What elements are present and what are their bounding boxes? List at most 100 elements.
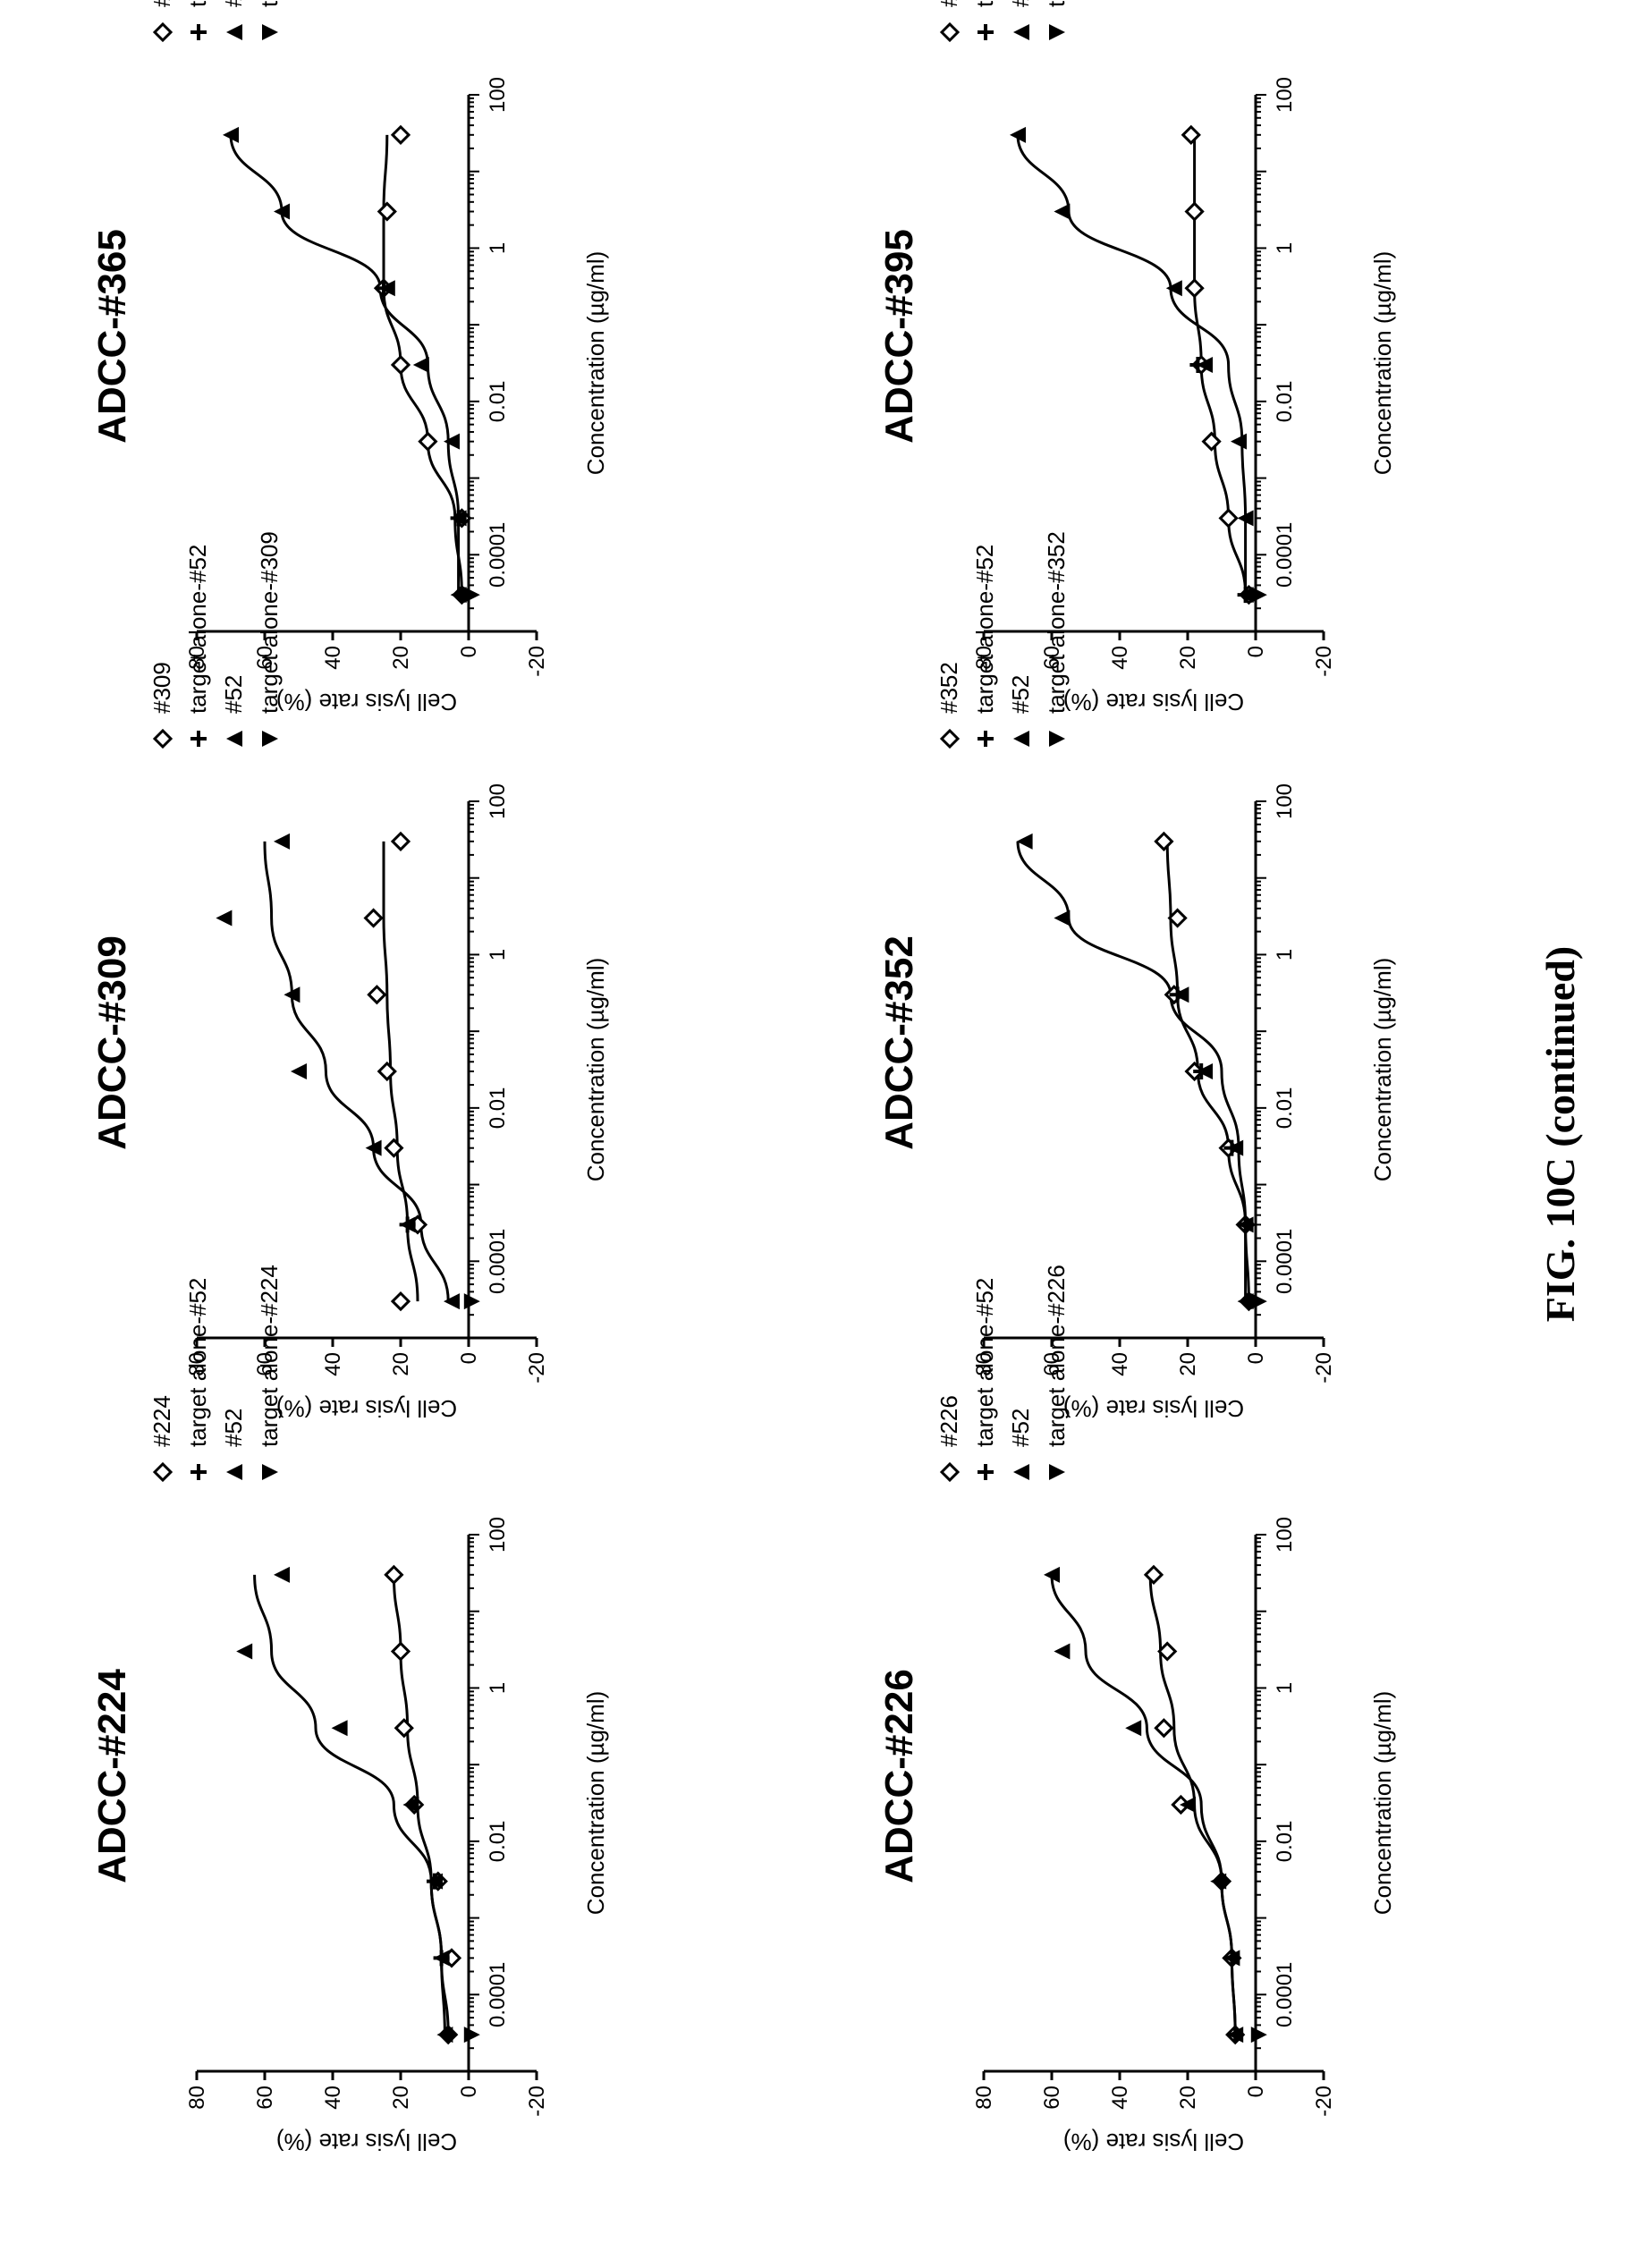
data-point xyxy=(1184,201,1205,222)
chart-panel-1: ADCC-#224 80 60 40 20 0 -20 0.0001 0.01 1 100 Conce… xyxy=(90,1265,609,2155)
y-axis-label: Cell lysis rate (%) xyxy=(276,689,457,715)
y-axis-label: Cell lysis rate (%) xyxy=(276,1395,457,1422)
legend-marker xyxy=(978,24,994,40)
y-tick-label: 80 xyxy=(972,2086,996,2110)
y-tick-label: 20 xyxy=(389,1352,413,1376)
data-point xyxy=(1201,431,1222,452)
y-tick-label: 80 xyxy=(185,2086,209,2110)
x-axis-label: Concentration (µg/ml) xyxy=(1369,1691,1396,1916)
data-point xyxy=(1250,587,1267,604)
x-tick-label: 0.01 xyxy=(1273,380,1297,422)
y-tick-label: 20 xyxy=(1176,1352,1200,1376)
y-tick-label: 20 xyxy=(389,646,413,670)
data-point xyxy=(450,510,467,527)
x-axis-label: Concentration (µg/ml) xyxy=(1369,958,1396,1182)
y-tick-label: 40 xyxy=(1108,2086,1132,2110)
x-tick-label: 0.0001 xyxy=(1273,1962,1297,2027)
legend-label: #395 xyxy=(935,0,962,7)
chart-panel-2: ADCC-#226 80 60 40 20 0 -20 0.0001 0.01 1 100 Conce… xyxy=(877,1265,1396,2155)
data-point xyxy=(378,280,395,297)
legend-marker xyxy=(262,24,278,40)
data-point xyxy=(1184,278,1205,299)
data-point xyxy=(367,985,387,1005)
x-tick-label: 100 xyxy=(1273,77,1297,113)
data-point xyxy=(1165,280,1182,297)
chart-panel-4: ADCC-#352 80 60 40 20 0 -20 0.0001 0.01 1 100 Conce… xyxy=(877,531,1396,1422)
x-axis-label: Concentration (µg/ml) xyxy=(582,251,609,476)
legend-marker xyxy=(226,731,242,747)
y-tick-label: 0 xyxy=(457,2086,481,2097)
y-tick-label: 60 xyxy=(253,2086,277,2110)
chart-title: ADCC-#352 xyxy=(877,935,921,1150)
data-point xyxy=(274,203,290,220)
legend-label: target alone-#226 xyxy=(1043,1265,1070,1447)
x-tick-label: 100 xyxy=(1273,1517,1297,1553)
legend-label: target alone-#52 xyxy=(184,545,211,714)
legend-marker xyxy=(939,21,961,43)
x-axis-label: Concentration (µg/ml) xyxy=(1369,251,1396,476)
data-point xyxy=(390,831,411,851)
x-tick-label: 0.0001 xyxy=(1273,522,1297,588)
data-point xyxy=(418,431,438,452)
legend-marker xyxy=(1049,24,1065,40)
chart-title: ADCC-#365 xyxy=(90,229,134,444)
y-tick-label: 60 xyxy=(253,646,277,670)
data-point xyxy=(399,1216,416,1233)
data-point xyxy=(1227,2027,1244,2044)
data-point xyxy=(236,1643,253,1660)
data-point xyxy=(1181,124,1201,145)
chart-title: ADCC-#395 xyxy=(877,229,921,444)
legend-label: #52 xyxy=(1007,675,1034,714)
y-tick-label: 60 xyxy=(1040,2086,1064,2110)
data-point xyxy=(1125,1720,1142,1737)
data-point xyxy=(384,1138,404,1158)
x-tick-label: 1 xyxy=(486,949,510,961)
y-tick-label: 40 xyxy=(1108,1352,1132,1376)
data-point xyxy=(1250,1293,1267,1310)
y-tick-label: 80 xyxy=(972,1352,996,1376)
y-tick-label: 40 xyxy=(1108,646,1132,670)
legend-label: target alone-#224 xyxy=(256,1265,283,1447)
x-tick-label: 1 xyxy=(1273,949,1297,961)
data-point xyxy=(274,833,290,850)
data-point xyxy=(1154,831,1174,851)
data-point xyxy=(1054,910,1071,927)
legend-marker xyxy=(190,1464,207,1480)
legend-marker xyxy=(262,731,278,747)
data-point xyxy=(284,986,300,1003)
legend-label: target alone-#52 xyxy=(184,1278,211,1447)
legend-marker xyxy=(939,1461,961,1483)
data-point xyxy=(1010,126,1026,143)
y-tick-label: 80 xyxy=(185,1352,209,1376)
chart-title: ADCC-#309 xyxy=(90,935,134,1150)
legend-label: target alone-#52 xyxy=(184,0,211,7)
y-tick-label: -20 xyxy=(525,646,549,677)
x-tick-label: 0.0001 xyxy=(486,522,510,588)
data-point xyxy=(436,2027,453,2044)
x-tick-label: 1 xyxy=(1273,242,1297,254)
legend-marker xyxy=(226,24,242,40)
legend-label: #52 xyxy=(1007,1409,1034,1447)
x-tick-label: 1 xyxy=(1273,1682,1297,1694)
legend-marker xyxy=(226,1464,242,1480)
y-tick-label: 40 xyxy=(321,646,345,670)
data-point xyxy=(365,1139,382,1156)
data-point xyxy=(390,1291,411,1312)
data-point xyxy=(377,1061,397,1082)
legend-marker xyxy=(152,21,174,43)
y-tick-label: 40 xyxy=(321,1352,345,1376)
x-tick-label: 100 xyxy=(486,77,510,113)
legend-label: #52 xyxy=(220,0,247,7)
data-point xyxy=(1237,1216,1254,1233)
y-axis-label: Cell lysis rate (%) xyxy=(276,2128,457,2155)
legend-marker xyxy=(1013,24,1029,40)
x-axis-label: Concentration (µg/ml) xyxy=(582,958,609,1182)
y-tick-label: -20 xyxy=(1312,646,1336,677)
data-point xyxy=(331,1720,348,1737)
legend-marker xyxy=(939,728,961,749)
x-tick-label: 100 xyxy=(1273,783,1297,819)
data-point xyxy=(274,1566,290,1583)
data-point xyxy=(1210,1873,1227,1890)
